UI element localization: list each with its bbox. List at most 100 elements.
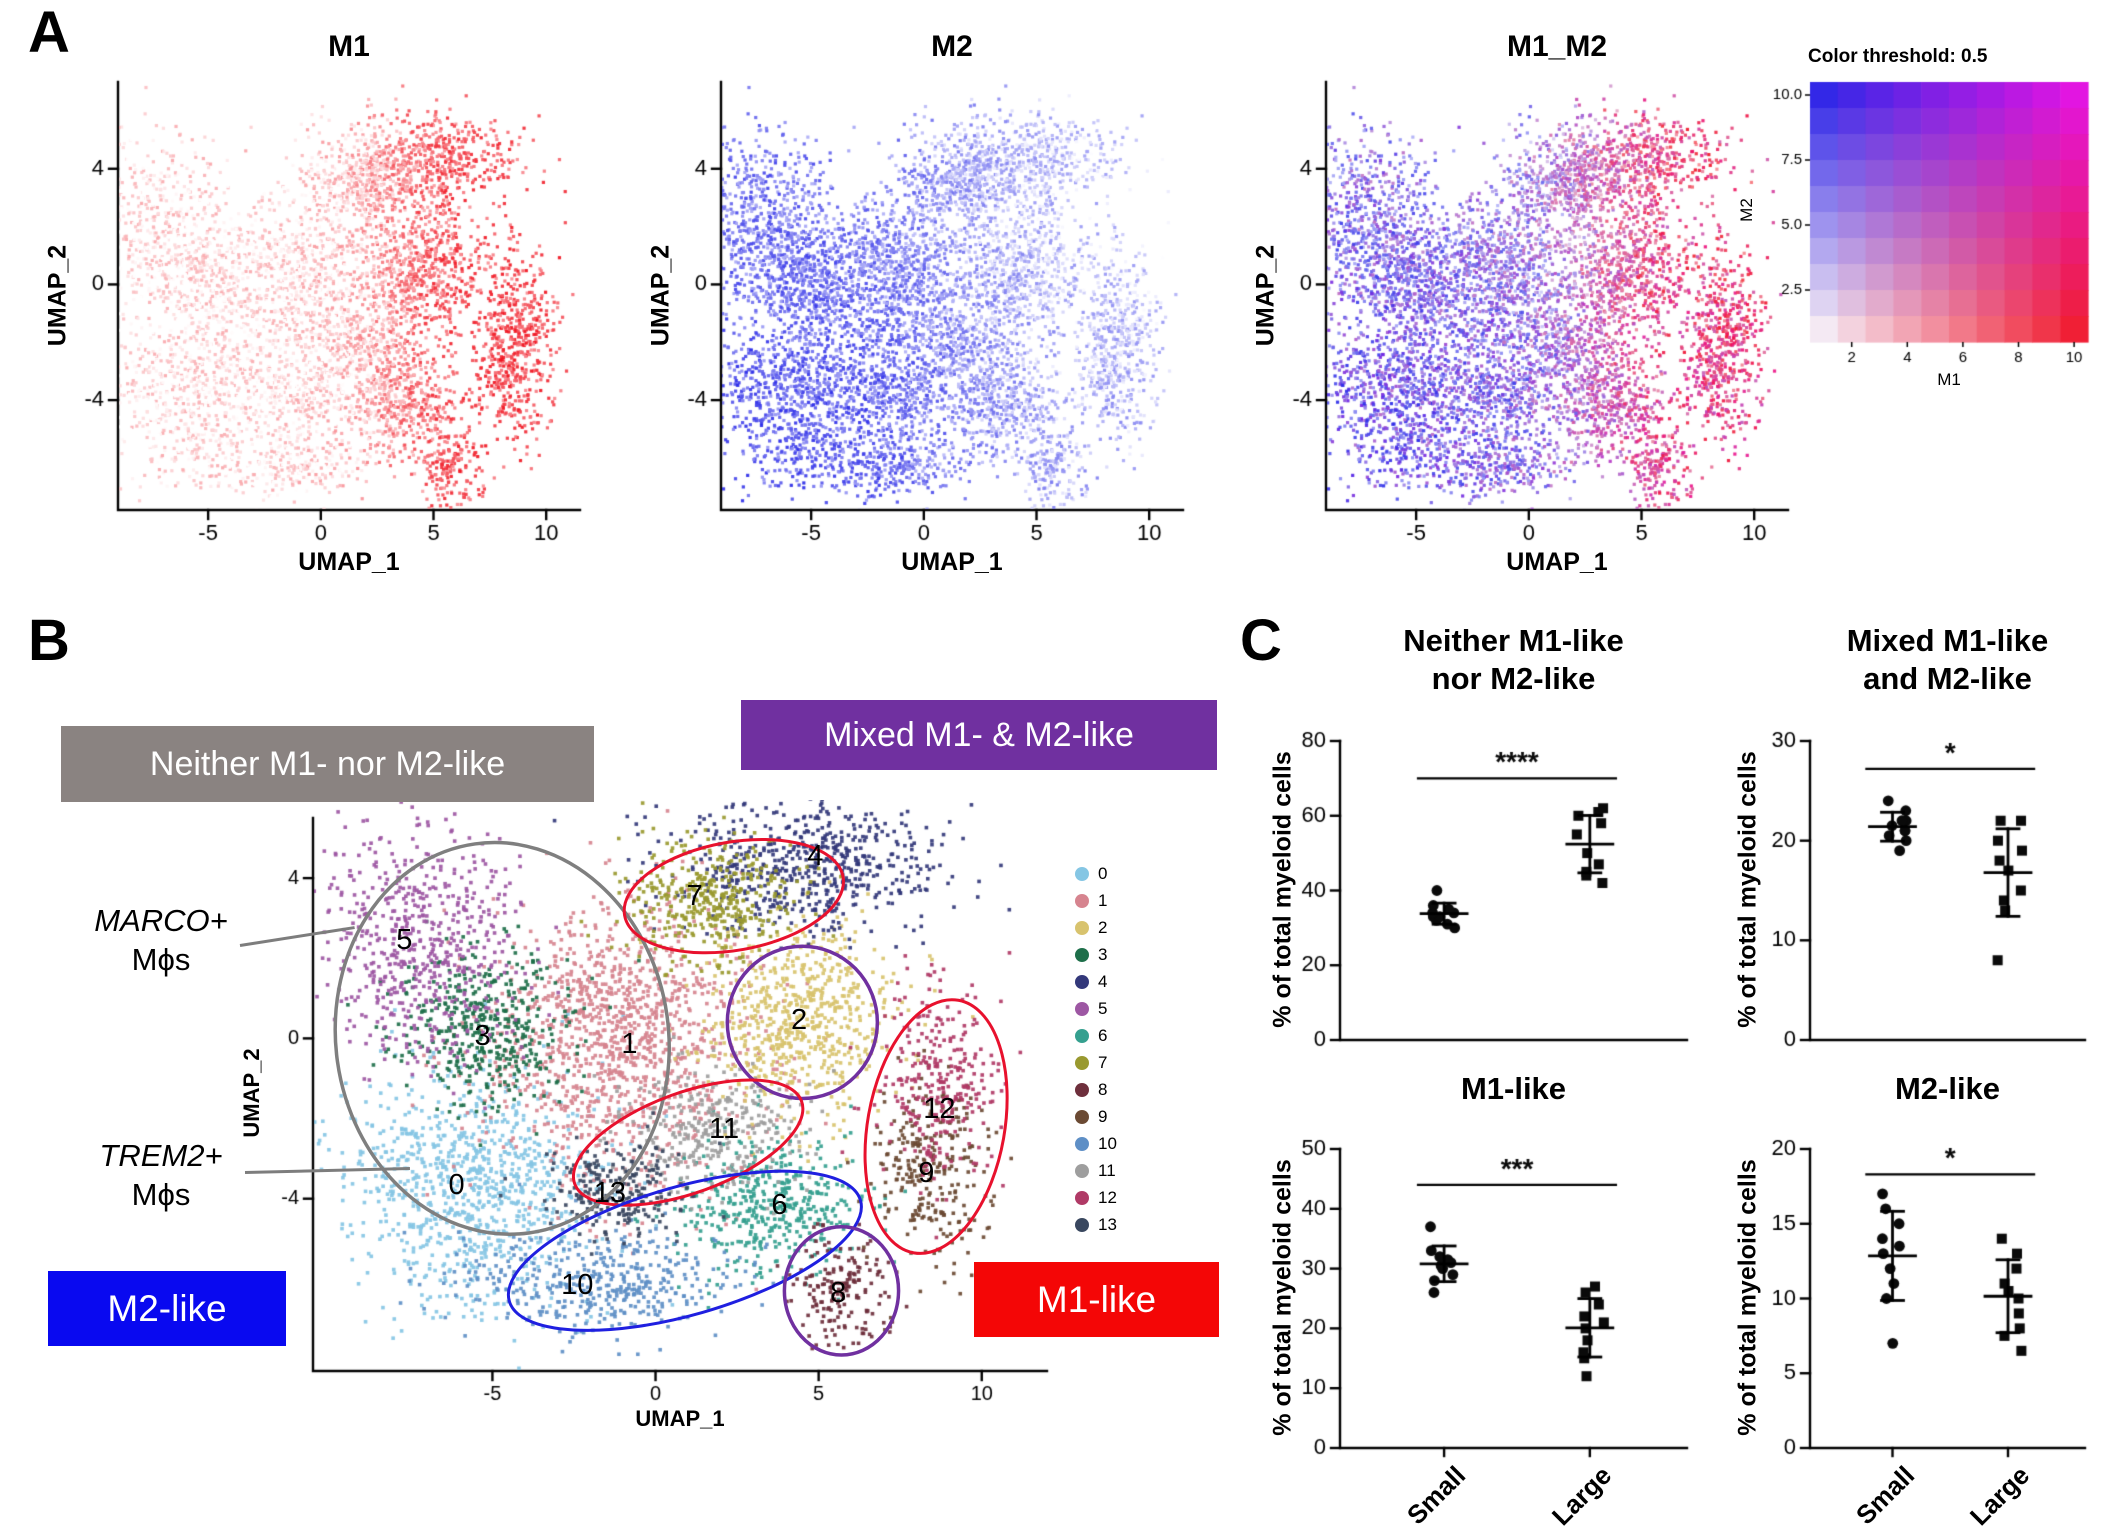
cluster-legend-label: 10 bbox=[1098, 1133, 1117, 1153]
cluster-number-label: 7 bbox=[686, 879, 703, 912]
marco-cell-label: Mϕs bbox=[131, 942, 191, 977]
cluster-color-dot bbox=[1075, 974, 1089, 989]
color-threshold-key bbox=[1700, 30, 2103, 430]
m2-like-group-box: M2-like bbox=[48, 1271, 286, 1346]
panel-a-label: A bbox=[28, 0, 70, 65]
cluster-number-label: 0 bbox=[448, 1168, 465, 1201]
dotplot-m2like-ylabel: % of total myeloid cells bbox=[1733, 1159, 1762, 1436]
cluster-color-dot bbox=[1075, 866, 1089, 881]
cluster-legend-label: 12 bbox=[1098, 1187, 1117, 1207]
cluster-number-label: 3 bbox=[474, 1020, 491, 1053]
umap-m1m2-ylabel: UMAP_2 bbox=[1251, 244, 1280, 347]
umap-m1-title: M1 bbox=[328, 30, 370, 63]
group-ellipse-neither-m1-nor-m2 bbox=[333, 840, 671, 1236]
color-key-ylabel: M2 bbox=[1737, 198, 1756, 222]
cluster-number-label: 10 bbox=[561, 1268, 594, 1301]
dotplot-neither bbox=[1260, 700, 1730, 1120]
cluster-legend-label: 2 bbox=[1098, 917, 1108, 937]
group-ellipse-m1-like-top bbox=[622, 837, 845, 955]
cluster-legend-label: 5 bbox=[1098, 998, 1108, 1018]
cluster-number-label: 9 bbox=[918, 1156, 935, 1189]
cluster-legend-label: 8 bbox=[1098, 1079, 1108, 1099]
cluster-legend-item: 1 bbox=[1075, 887, 1165, 914]
title-line: nor M2-like bbox=[1431, 661, 1596, 696]
cluster-color-dot bbox=[1075, 893, 1089, 908]
mixed-group-box: Mixed M1- & M2-like bbox=[741, 700, 1217, 770]
marco-macrophage-callout: MARCO+ Mϕs bbox=[66, 901, 256, 979]
trem2-macrophage-callout: TREM2+ Mϕs bbox=[66, 1136, 256, 1214]
cluster-color-dot bbox=[1075, 1190, 1089, 1205]
dotplot-m1like bbox=[1260, 1108, 1730, 1528]
cluster-color-dot bbox=[1075, 1136, 1089, 1151]
cluster-color-dot bbox=[1075, 1082, 1089, 1097]
cluster-legend-item: 5 bbox=[1075, 995, 1165, 1022]
umap-m1m2-title: M1_M2 bbox=[1506, 30, 1608, 63]
color-key-xlabel: M1 bbox=[1937, 370, 1961, 389]
umap-m1-ylabel: UMAP_2 bbox=[43, 244, 72, 347]
cluster-number-label: 1 bbox=[621, 1028, 638, 1061]
cluster-legend-item: 13 bbox=[1075, 1211, 1165, 1238]
cluster-legend-item: 0 bbox=[1075, 860, 1165, 887]
dotplot-m2like bbox=[1730, 1108, 2103, 1528]
cluster-legend-item: 12 bbox=[1075, 1184, 1165, 1211]
color-key-title: Color threshold: 0.5 bbox=[1808, 46, 1988, 67]
cluster-legend-item: 11 bbox=[1075, 1157, 1165, 1184]
cluster-legend-label: 1 bbox=[1098, 890, 1108, 910]
cluster-color-dot bbox=[1075, 1109, 1089, 1124]
cluster-umap-xlabel: UMAP_1 bbox=[635, 1406, 725, 1431]
cluster-number-label: 12 bbox=[923, 1092, 956, 1125]
cluster-umap-ylabel: UMAP_2 bbox=[239, 1048, 264, 1138]
cluster-annotation-overlay bbox=[333, 837, 1009, 1357]
cluster-legend-label: 7 bbox=[1098, 1052, 1108, 1072]
panel-c-label: C bbox=[1240, 608, 1282, 673]
dotplot-mixed-ylabel: % of total myeloid cells bbox=[1733, 751, 1762, 1028]
cluster-legend-item: 9 bbox=[1075, 1103, 1165, 1130]
dotplot-mixed-title: Mixed M1-like and M2-like bbox=[1810, 622, 2085, 698]
cluster-number-label: 5 bbox=[396, 924, 413, 957]
cluster-number-label: 11 bbox=[708, 1112, 740, 1145]
umap-m2-ylabel: UMAP_2 bbox=[646, 244, 675, 347]
cluster-legend-label: 11 bbox=[1098, 1160, 1116, 1180]
dotplot-m2like-title: M2-like bbox=[1810, 1070, 2085, 1108]
panel-b-label: B bbox=[28, 608, 70, 673]
umap-m2-xlabel: UMAP_1 bbox=[901, 548, 1003, 576]
title-line: M2-like bbox=[1894, 1071, 2001, 1106]
cluster-legend-label: 0 bbox=[1098, 863, 1108, 883]
dotplot-neither-title: Neither M1-like nor M2-like bbox=[1340, 622, 1687, 698]
cluster-legend: 0 1 2 3 4 5 6 7 8 9 10 11 12 13 bbox=[1075, 860, 1165, 1238]
cluster-legend-label: 13 bbox=[1098, 1214, 1117, 1234]
dotplot-m1like-title: M1-like bbox=[1340, 1070, 1687, 1108]
umap-m1-xlabel: UMAP_1 bbox=[298, 548, 400, 576]
trem2-cell-label: Mϕs bbox=[131, 1177, 191, 1212]
title-line: Mixed M1-like bbox=[1846, 623, 2049, 658]
cluster-number-label: 4 bbox=[807, 839, 824, 872]
cluster-legend-item: 3 bbox=[1075, 941, 1165, 968]
umap-m2-plot bbox=[643, 18, 1243, 603]
cluster-number-label: 13 bbox=[593, 1176, 626, 1209]
group-ellipse-m1-like-mid bbox=[571, 1078, 805, 1207]
dotplot-m1like-ylabel: % of total myeloid cells bbox=[1268, 1159, 1297, 1436]
cluster-color-dot bbox=[1075, 1163, 1089, 1178]
group-ellipse-mixed-cluster-2 bbox=[725, 944, 880, 1101]
trem2-gene-label: TREM2+ bbox=[99, 1138, 223, 1173]
title-line: M1-like bbox=[1460, 1071, 1567, 1106]
cluster-color-dot bbox=[1075, 920, 1089, 935]
title-line: Neither M1-like bbox=[1403, 623, 1624, 658]
dotplot-neither-ylabel: % of total myeloid cells bbox=[1268, 751, 1297, 1028]
cluster-legend-label: 9 bbox=[1098, 1106, 1108, 1126]
group-ellipse-mixed-cluster-8 bbox=[782, 1224, 901, 1357]
cluster-umap-plot bbox=[200, 800, 1100, 1440]
cluster-legend-item: 7 bbox=[1075, 1049, 1165, 1076]
group-ellipse-m1-like-right bbox=[863, 998, 1009, 1255]
cluster-legend-item: 2 bbox=[1075, 914, 1165, 941]
umap-m2-title: M2 bbox=[931, 30, 973, 63]
cluster-legend-item: 10 bbox=[1075, 1130, 1165, 1157]
cluster-number-label: 6 bbox=[771, 1188, 788, 1221]
cluster-legend-item: 4 bbox=[1075, 968, 1165, 995]
umap-m1m2-xlabel: UMAP_1 bbox=[1506, 548, 1608, 576]
cluster-color-dot bbox=[1075, 1001, 1089, 1016]
cluster-legend-item: 8 bbox=[1075, 1076, 1165, 1103]
dotplot-mixed bbox=[1730, 700, 2103, 1120]
neither-group-box: Neither M1- nor M2-like bbox=[61, 726, 594, 802]
